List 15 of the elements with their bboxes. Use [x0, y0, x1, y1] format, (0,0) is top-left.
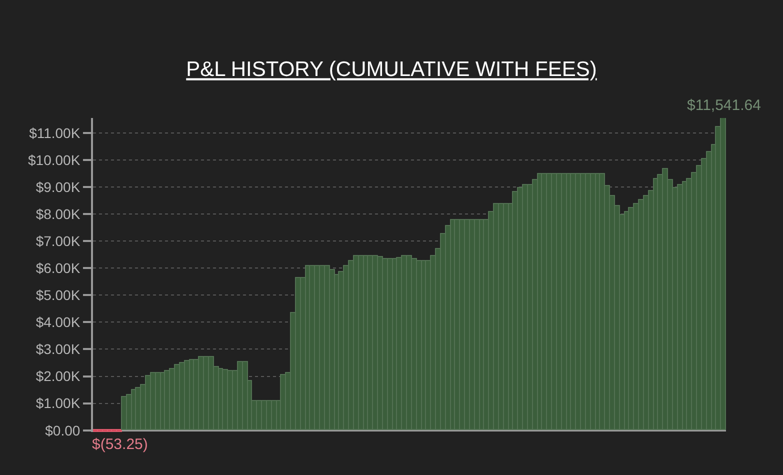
- y-tick-label: $9.00K: [36, 178, 81, 195]
- y-tick-label: $7.00K: [36, 232, 81, 249]
- y-tick-label: $5.00K: [36, 287, 81, 304]
- y-tick-label: $1.00K: [36, 395, 81, 412]
- y-tick-label: $11.00K: [29, 124, 81, 141]
- y-tick-label: $0.00: [45, 422, 80, 438]
- y-tick-label: $4.00K: [36, 314, 81, 330]
- y-tick-label: $3.00K: [36, 341, 81, 358]
- y-tick-label: $8.00K: [36, 206, 81, 222]
- data-label: $(53.25): [92, 436, 148, 453]
- y-tick-label: $2.00K: [36, 368, 81, 384]
- y-tick-label: $6.00K: [36, 260, 81, 276]
- y-tick-label: $10.00K: [28, 152, 81, 168]
- data-label: $11,541.64: [687, 97, 761, 114]
- chart-title: P&L HISTORY (CUMULATIVE WITH FEES): [186, 58, 597, 82]
